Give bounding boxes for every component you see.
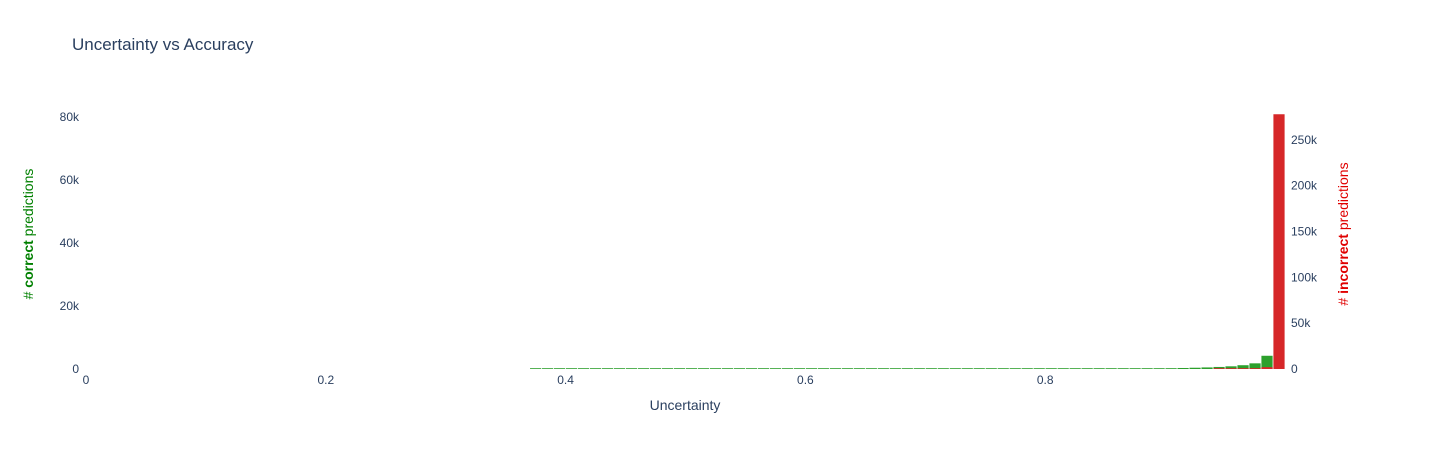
correct-bar — [733, 368, 746, 369]
correct-bar — [625, 368, 638, 369]
incorrect-bar — [1249, 368, 1261, 369]
y-left-tick-label: 0 — [72, 362, 79, 376]
correct-bar — [577, 368, 590, 369]
correct-bar — [673, 368, 686, 369]
correct-bar — [997, 368, 1009, 369]
correct-bar — [1021, 368, 1033, 369]
correct-bar — [781, 368, 794, 369]
correct-bar — [721, 368, 734, 369]
axis-title-bold: correct — [20, 240, 36, 288]
y-left-tick-label: 20k — [60, 299, 80, 313]
correct-bar — [1237, 365, 1249, 369]
correct-bar — [1033, 368, 1045, 369]
correct-bar — [1189, 367, 1201, 369]
correct-bar — [566, 368, 578, 369]
y-left-tick-label: 40k — [60, 236, 80, 250]
correct-bar — [949, 368, 961, 369]
correct-bar — [1153, 368, 1165, 369]
correct-bar — [817, 368, 829, 369]
x-tick-label: 0.6 — [797, 373, 814, 387]
correct-bar — [1261, 355, 1273, 369]
correct-bar — [530, 368, 542, 369]
correct-bar — [877, 368, 889, 369]
x-axis-title: Uncertainty — [650, 397, 721, 413]
axis-title-prefix: # — [1335, 294, 1351, 306]
correct-bar — [865, 368, 877, 369]
correct-bar — [937, 368, 949, 369]
y-axis-right-title: # incorrect predictions — [1335, 162, 1351, 305]
axis-title-suffix: predictions — [20, 169, 36, 241]
y-axis-left-title: # correct predictions — [20, 169, 36, 300]
correct-bar — [1129, 368, 1141, 369]
correct-bar — [769, 368, 782, 369]
correct-bar — [1201, 367, 1213, 369]
correct-bar — [613, 368, 626, 369]
y-right-tick-label: 0 — [1291, 362, 1298, 376]
correct-bar — [542, 368, 554, 369]
y-right-tick-label: 50k — [1291, 316, 1311, 330]
correct-bar — [1249, 363, 1261, 369]
correct-bar — [841, 368, 853, 369]
incorrect-bar — [1273, 114, 1285, 369]
correct-bar — [697, 368, 710, 369]
correct-bar — [601, 368, 614, 369]
correct-bar — [745, 368, 758, 369]
axis-title-prefix: # — [20, 288, 36, 300]
correct-bar — [973, 368, 985, 369]
axis-title-suffix: predictions — [1335, 162, 1351, 234]
correct-bar — [637, 368, 650, 369]
y-right-tick-label: 200k — [1291, 179, 1318, 193]
correct-bar — [1177, 367, 1189, 369]
chart-title: Uncertainty vs Accuracy — [72, 35, 254, 54]
correct-bar — [589, 368, 602, 369]
correct-bar — [554, 368, 566, 369]
correct-bar — [793, 368, 805, 369]
correct-bar — [853, 368, 865, 369]
correct-bar — [961, 368, 973, 369]
incorrect-bar — [1261, 367, 1273, 369]
axes-layer: 0 0.2 0.4 0.6 0.8 0 20k 40k 60k 80k 0 50k 100k 150k 20… — [60, 110, 1318, 387]
x-tick-label: 0.2 — [317, 373, 334, 387]
correct-bar — [985, 368, 997, 369]
y-left-tick-label: 80k — [60, 110, 80, 124]
y-right-tick-label: 250k — [1291, 133, 1318, 147]
correct-bar — [1165, 368, 1177, 369]
correct-bar — [925, 368, 937, 369]
correct-bar — [1117, 368, 1129, 369]
correct-bar — [649, 368, 662, 369]
incorrect-bar — [1213, 368, 1225, 369]
incorrect-bar — [1225, 368, 1237, 369]
correct-bar — [757, 368, 770, 369]
correct-bar — [1225, 366, 1237, 369]
correct-bar — [1105, 368, 1117, 369]
y-right-tick-label: 150k — [1291, 225, 1318, 239]
correct-bar — [901, 368, 913, 369]
correct-bar — [1213, 366, 1225, 369]
bars-layer — [530, 114, 1285, 369]
correct-bar — [889, 368, 901, 369]
y-left-tick-label: 60k — [60, 173, 80, 187]
correct-bar — [709, 368, 722, 369]
correct-bar — [661, 368, 674, 369]
x-tick-label: 0.8 — [1037, 373, 1054, 387]
correct-bar — [1009, 368, 1021, 369]
x-tick-label: 0 — [83, 373, 90, 387]
correct-bar — [805, 368, 817, 369]
correct-bar — [829, 368, 841, 369]
correct-bar — [685, 368, 698, 369]
x-tick-label: 0.4 — [557, 373, 574, 387]
y-right-tick-label: 100k — [1291, 270, 1318, 284]
correct-bar — [1093, 368, 1105, 369]
correct-bar — [1057, 368, 1069, 369]
correct-bar — [913, 368, 925, 369]
correct-bar — [1069, 368, 1081, 369]
axis-title-bold: incorrect — [1335, 234, 1351, 294]
correct-bar — [1045, 368, 1057, 369]
correct-bar — [1081, 368, 1093, 369]
incorrect-bar — [1237, 368, 1249, 369]
correct-bar — [1141, 368, 1153, 369]
